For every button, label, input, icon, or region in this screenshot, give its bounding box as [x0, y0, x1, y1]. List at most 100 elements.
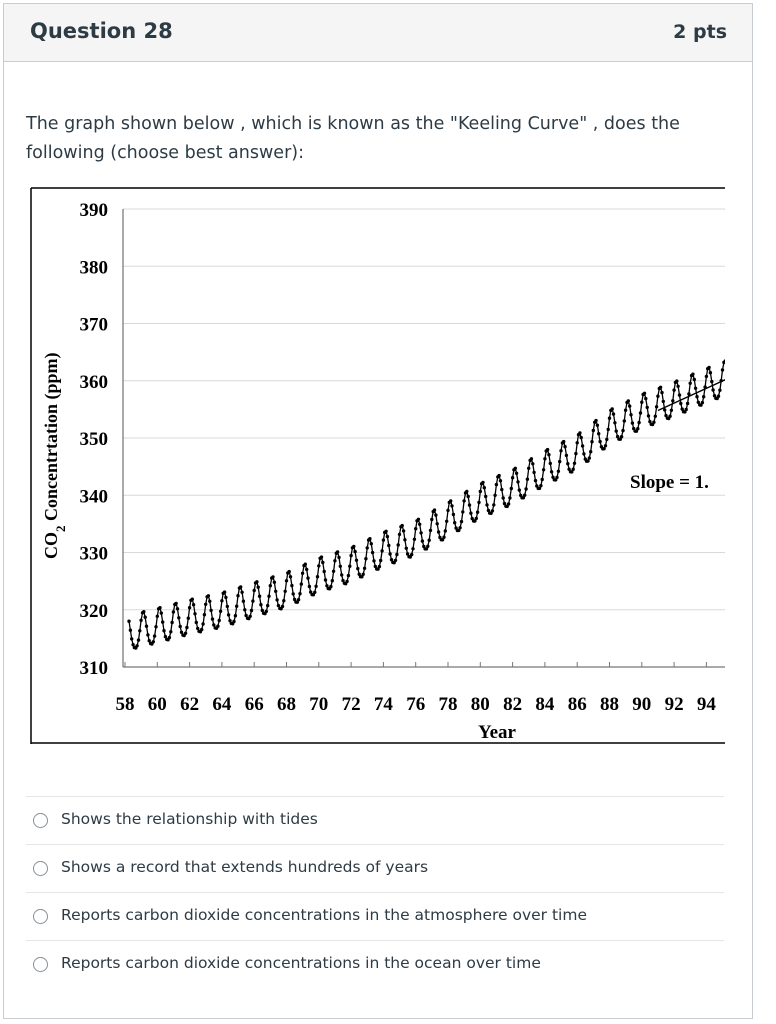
co2-point: [212, 623, 216, 627]
co2-point: [428, 528, 433, 533]
co2-point: [589, 450, 593, 454]
question-title: Question 28: [30, 19, 173, 43]
co2-point: [309, 590, 313, 594]
co2-point: [162, 629, 166, 633]
co2-point: [700, 400, 705, 405]
co2-point: [570, 470, 574, 474]
co2-point: [139, 618, 143, 622]
y-axis-label: CO2 Concentrtation (ppm): [41, 353, 68, 560]
co2-point: [217, 618, 221, 623]
co2-point: [218, 609, 223, 613]
co2-point: [222, 590, 227, 594]
co2-point: [498, 479, 503, 483]
co2-point: [661, 399, 665, 404]
co2-point: [151, 640, 155, 644]
co2-point: [362, 566, 367, 570]
co2-point: [370, 550, 375, 555]
co2-point: [288, 575, 293, 579]
co2-point: [702, 395, 706, 399]
co2-point: [321, 560, 325, 565]
x-axis-label: Year: [478, 722, 517, 743]
x-tick-label: 64: [212, 694, 232, 715]
answer-option-2[interactable]: Shows a record that extends hundreds of …: [26, 844, 724, 892]
chart-svg: 310 320 330 340 350 360 370 380 390 58 60 62 64 66 68…: [30, 187, 725, 744]
co2-point: [442, 535, 446, 539]
x-tick-label: 88: [600, 694, 619, 715]
co2-point: [333, 559, 337, 563]
co2-point: [233, 614, 238, 618]
x-tick-label: 84: [535, 694, 555, 715]
co2-point: [340, 573, 344, 577]
x-tick-label: 86: [568, 694, 587, 715]
co2-point: [461, 510, 465, 514]
co2-point: [127, 619, 131, 623]
co2-point: [248, 614, 252, 618]
co2-point: [539, 484, 543, 488]
co2-point: [410, 552, 414, 557]
radio-button[interactable]: [33, 957, 48, 972]
co2-point: [243, 608, 247, 612]
co2-point: [514, 471, 519, 475]
question-header: Question 28 2 pts: [4, 4, 752, 62]
co2-point: [663, 408, 667, 412]
co2-point: [469, 511, 473, 515]
radio-button[interactable]: [33, 909, 48, 924]
co2-point: [232, 619, 236, 624]
y-tick-label: 350: [80, 429, 109, 450]
co2-point: [266, 603, 270, 608]
co2-point: [224, 595, 228, 600]
co2-point: [594, 418, 598, 423]
question-points: 2 pts: [673, 21, 727, 43]
co2-point: [435, 522, 439, 526]
co2-point: [353, 549, 357, 554]
radio-button[interactable]: [33, 813, 48, 828]
co2-point: [675, 379, 679, 383]
co2-point: [500, 487, 504, 492]
y-axis-label-prefix: CO: [41, 532, 61, 559]
answer-option-3[interactable]: Reports carbon dioxide concentrations in…: [26, 892, 724, 940]
co2-point: [147, 639, 151, 643]
answer-option-4[interactable]: Reports carbon dioxide concentrations in…: [26, 940, 724, 988]
co2-point: [482, 486, 486, 490]
co2-point: [704, 374, 709, 379]
co2-point: [614, 429, 618, 433]
co2-point: [582, 452, 586, 456]
co2-point: [708, 371, 713, 375]
co2-point: [349, 553, 353, 558]
co2-point: [171, 610, 176, 614]
co2-point: [462, 499, 466, 503]
co2-point: [319, 555, 324, 559]
co2-point: [677, 393, 682, 397]
y-tick-label: 340: [80, 486, 109, 507]
x-tick-labels: 586062646668707274767880828486889092949: [116, 694, 717, 715]
co2-point: [517, 488, 521, 492]
co2-point: [418, 522, 422, 526]
co2-point: [477, 500, 481, 505]
y-tick-labels: 310 320 330 340 350 360 370 380 390: [80, 200, 109, 679]
co2-point: [466, 494, 470, 499]
co2-point: [658, 385, 663, 389]
x-tick-label: 60: [148, 694, 167, 715]
radio-button[interactable]: [33, 861, 48, 876]
co2-point: [385, 534, 390, 539]
co2-point: [559, 449, 563, 453]
co2-point: [636, 427, 640, 431]
co2-point: [555, 475, 559, 480]
co2-point: [314, 584, 318, 588]
co2-point: [564, 453, 569, 458]
x-tick-label: 66: [245, 694, 264, 715]
co2-point: [331, 569, 336, 573]
co2-point: [395, 552, 399, 557]
co2-point: [356, 566, 360, 571]
co2-point: [525, 477, 530, 481]
co2-point: [323, 578, 328, 582]
answer-option-1[interactable]: Shows the relationship with tides: [26, 796, 724, 844]
co2-point: [420, 539, 425, 543]
co2-point: [389, 558, 394, 562]
co2-point: [687, 392, 691, 396]
co2-point: [578, 431, 582, 435]
y-tick-label: 390: [80, 200, 109, 221]
co2-point: [508, 496, 512, 500]
co2-point: [283, 589, 287, 593]
co2-point: [521, 496, 526, 500]
